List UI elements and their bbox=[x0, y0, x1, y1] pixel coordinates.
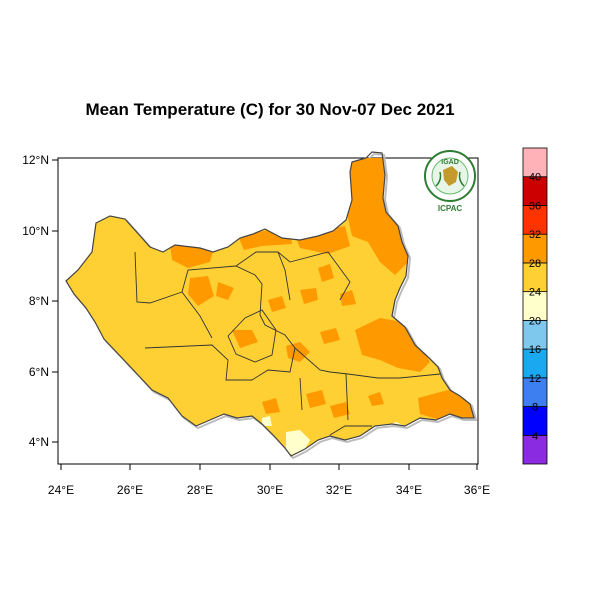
y-axis-ticks bbox=[52, 159, 58, 443]
colorbar-label: 40 bbox=[529, 172, 541, 184]
state-boundaries bbox=[134, 251, 441, 436]
colorbar-label: 16 bbox=[529, 344, 541, 356]
x-axis-ticks bbox=[60, 464, 478, 470]
colorbar-swatch bbox=[522, 233, 548, 264]
x-tick-label: 34°E bbox=[396, 483, 422, 497]
colorbar-swatch bbox=[522, 147, 548, 178]
colorbar-swatch bbox=[522, 434, 548, 465]
y-tick-label: 6°N bbox=[29, 365, 49, 379]
logo-bottom-text: ICPAC bbox=[438, 204, 463, 213]
colorbar-label: 36 bbox=[529, 200, 541, 212]
igad-icpac-logo: IGAD ICPAC bbox=[424, 150, 476, 213]
colorbar-label: 12 bbox=[529, 373, 541, 385]
colorbar: 4 8 12 16 20 24 28 32 36 40 bbox=[522, 147, 548, 465]
y-tick-label: 8°N bbox=[29, 294, 49, 308]
colorbar-swatch bbox=[522, 319, 548, 350]
x-tick-label: 36°E bbox=[464, 483, 490, 497]
colorbar-label: 24 bbox=[529, 287, 541, 299]
x-tick-label: 30°E bbox=[257, 483, 283, 497]
colorbar-label: 4 bbox=[532, 430, 538, 442]
map-title: Mean Temperature (C) for 30 Nov-07 Dec 2… bbox=[85, 100, 455, 119]
colorbar-swatch bbox=[522, 176, 548, 206]
country-outline bbox=[65, 151, 475, 457]
logo-top-text: IGAD bbox=[441, 159, 459, 166]
colorbar-swatch bbox=[522, 377, 548, 407]
x-tick-label: 26°E bbox=[117, 483, 143, 497]
y-tick-label: 10°N bbox=[22, 224, 49, 238]
x-tick-label: 24°E bbox=[48, 483, 74, 497]
colorbar-label: 20 bbox=[529, 315, 541, 327]
x-tick-label: 28°E bbox=[187, 483, 213, 497]
colorbar-swatch bbox=[522, 406, 548, 436]
africa-map-icon bbox=[443, 166, 458, 186]
colorbar-swatch bbox=[522, 262, 548, 293]
y-tick-label: 12°N bbox=[22, 153, 49, 167]
x-tick-label: 32°E bbox=[326, 483, 352, 497]
colorbar-swatch bbox=[522, 348, 548, 379]
colorbar-label: 8 bbox=[532, 402, 538, 414]
colorbar-label: 32 bbox=[529, 229, 541, 241]
y-tick-label: 4°N bbox=[29, 435, 49, 449]
colorbar-label: 28 bbox=[529, 258, 541, 270]
laurel-icon bbox=[435, 171, 465, 187]
